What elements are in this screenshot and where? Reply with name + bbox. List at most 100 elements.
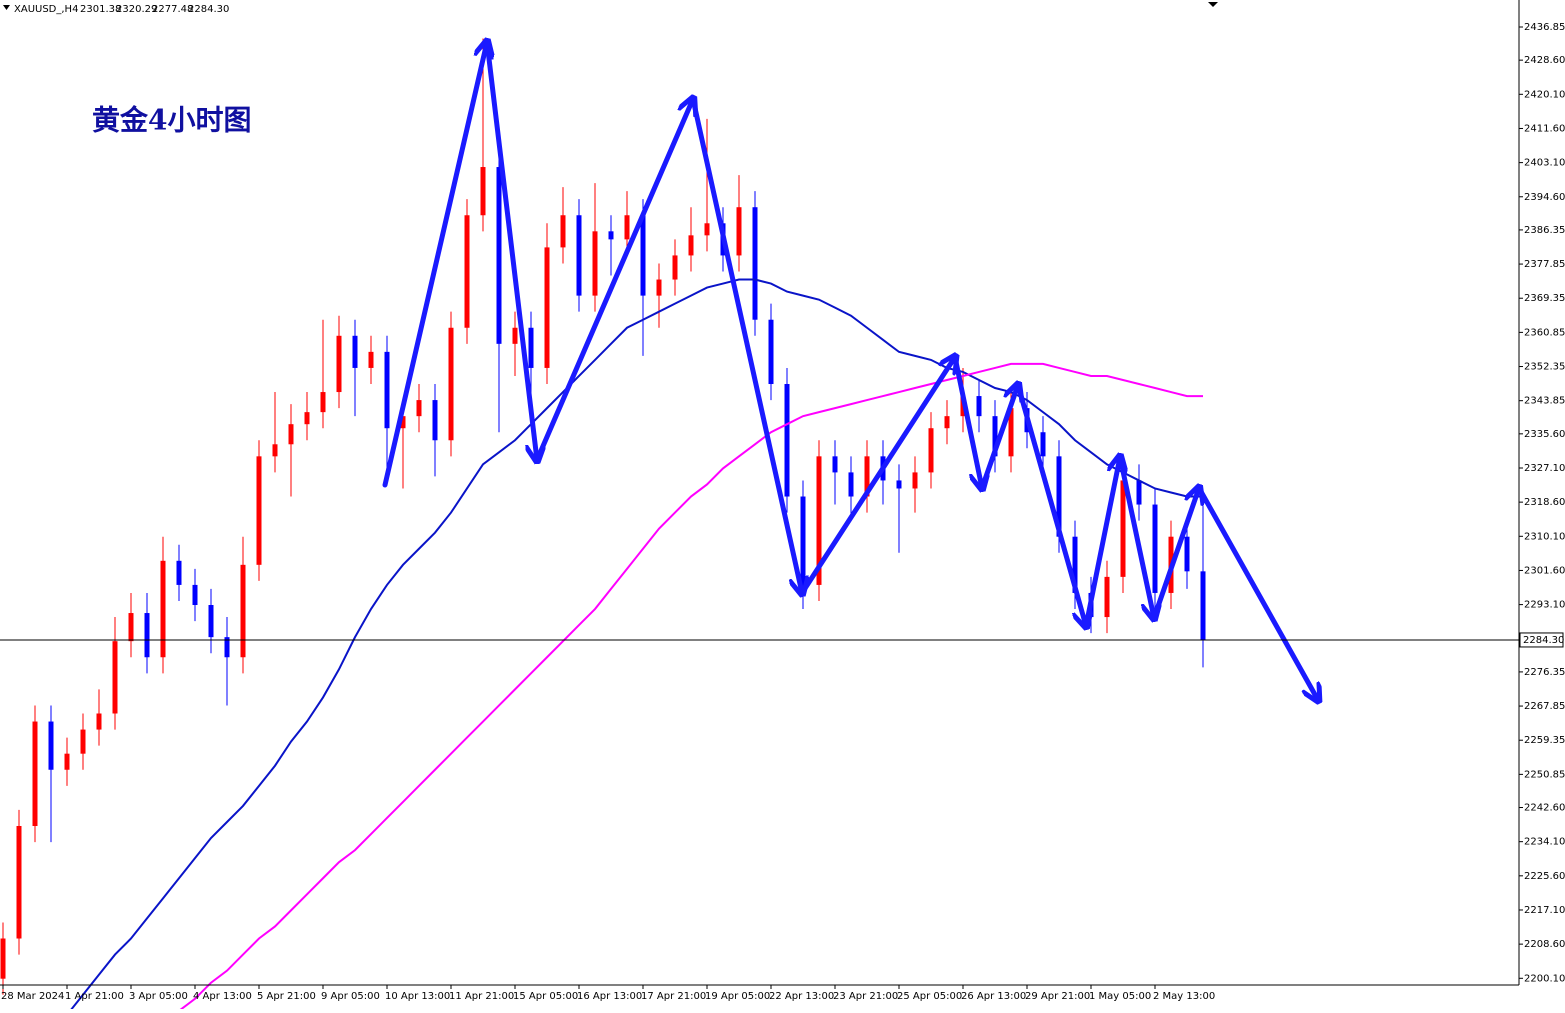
y-tick-label: 2411.60: [1524, 123, 1565, 134]
candle-body: [688, 235, 694, 256]
y-tick-label: 2293.10: [1524, 600, 1565, 611]
moving-average: [67, 278, 1203, 1013]
x-tick-label: 5 Apr 21:00: [257, 991, 316, 1002]
candle-body: [1152, 504, 1158, 593]
candle-body: [912, 472, 918, 489]
candle-body: [656, 279, 662, 296]
candle-body: [304, 412, 310, 425]
y-tick-label: 2225.60: [1524, 871, 1565, 882]
arrow: [799, 357, 955, 596]
candle-body: [256, 456, 262, 565]
x-tick-label: 9 Apr 05:00: [321, 991, 380, 1002]
arrow: [1196, 485, 1318, 700]
candle-body: [288, 424, 294, 445]
candle-body: [480, 167, 486, 216]
y-tick-label: 2301.60: [1524, 565, 1565, 576]
candle-body: [928, 428, 934, 473]
y-tick-label: 2208.60: [1524, 939, 1565, 950]
candle-body: [736, 207, 742, 256]
candle-body: [592, 231, 598, 296]
x-tick-label: 17 Apr 21:00: [641, 991, 706, 1002]
candle-body: [1120, 480, 1126, 577]
x-tick-label: 19 Apr 05:00: [705, 991, 770, 1002]
candle-body: [816, 456, 822, 585]
arrow: [1151, 488, 1199, 621]
candle-body: [1184, 536, 1190, 572]
candle-body: [272, 444, 278, 457]
arrow: [952, 354, 982, 488]
header-high: 2320.29: [116, 4, 157, 15]
arrow: [690, 96, 802, 593]
x-tick-label: 11 Apr 21:00: [449, 991, 514, 1002]
y-tick-label: 2250.85: [1524, 769, 1565, 780]
arrow: [1117, 454, 1154, 618]
arrow: [1083, 457, 1120, 629]
y-tick-label: 2335.60: [1524, 429, 1565, 440]
candle-body: [944, 416, 950, 429]
candle-body: [208, 605, 214, 638]
candle-body: [528, 327, 534, 368]
y-tick-label: 2352.35: [1524, 362, 1565, 373]
y-tick-label: 2234.10: [1524, 837, 1565, 848]
moving-average: [178, 362, 1203, 1012]
candle-body: [144, 613, 150, 658]
candle-body: [1008, 408, 1014, 457]
candle-body: [192, 584, 198, 606]
candle-body: [416, 400, 422, 417]
y-tick-label: 2318.60: [1524, 497, 1565, 508]
candle-body: [368, 351, 374, 368]
candle-body: [624, 215, 630, 240]
candle-body: [1136, 480, 1142, 505]
candle-body: [64, 753, 70, 770]
x-tick-label: 26 Apr 13:00: [961, 991, 1026, 1002]
candle-body: [752, 207, 758, 320]
candle-body: [976, 396, 982, 417]
candle-body: [800, 496, 806, 585]
x-tick-label: 1 Apr 21:00: [65, 991, 124, 1002]
candle-body: [432, 400, 438, 441]
shift-marker: [1208, 2, 1218, 7]
candle-body: [176, 560, 182, 585]
candle-body: [160, 560, 166, 658]
x-tick-label: 16 Apr 13:00: [577, 991, 642, 1002]
plot-area: [0, 38, 1206, 1013]
y-tick-label: 2369.35: [1524, 293, 1565, 304]
arrow: [382, 42, 487, 488]
x-tick-label: 23 Apr 21:00: [833, 991, 898, 1002]
current-price-box: [1519, 632, 1564, 648]
y-tick-label: 2403.10: [1524, 158, 1565, 169]
y-tick-label: 2436.85: [1524, 22, 1565, 33]
x-tick-label: 2 May 13:00: [1153, 991, 1215, 1002]
candle-body: [400, 416, 406, 429]
header-low: 2277.48: [152, 4, 193, 15]
candle-body: [560, 215, 566, 248]
candle-body: [96, 713, 102, 730]
candle-body: [672, 255, 678, 280]
x-tick-label: 29 Apr 21:00: [1025, 991, 1090, 1002]
candle-body: [768, 319, 774, 385]
candle-body: [320, 392, 326, 413]
candle-body: [832, 456, 838, 473]
candle-body: [864, 456, 870, 497]
y-tick-label: 2360.85: [1524, 327, 1565, 338]
candle-body: [576, 215, 582, 296]
candle-body: [128, 613, 134, 642]
candle-body: [48, 721, 54, 770]
y-tick-label: 2310.10: [1524, 531, 1565, 542]
arrow: [484, 39, 537, 460]
candle-body: [784, 384, 790, 497]
y-tick-label: 2242.60: [1524, 803, 1565, 814]
candle-body: [80, 729, 86, 754]
y-tick-label: 2327.10: [1524, 463, 1565, 474]
y-tick-label: 2267.85: [1524, 701, 1565, 712]
candle-body: [32, 721, 38, 827]
candle-body: [448, 327, 454, 441]
y-tick-label: 2420.10: [1524, 89, 1565, 100]
candle-body: [608, 231, 614, 240]
x-tick-label: 4 Apr 13:00: [193, 991, 252, 1002]
arrow: [534, 99, 693, 463]
candle-body: [352, 335, 358, 368]
y-tick-label: 2217.10: [1524, 905, 1565, 916]
